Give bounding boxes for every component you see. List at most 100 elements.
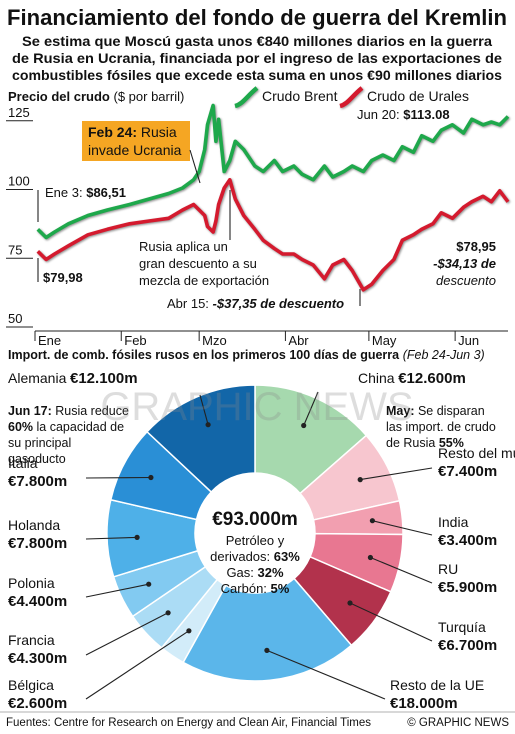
category-label: Bélgica xyxy=(8,677,54,693)
annotation: Ene 3: $86,51 xyxy=(45,185,126,200)
value-label: €6.700m xyxy=(438,637,497,654)
category-label: Polonia xyxy=(8,575,55,591)
pie-segment xyxy=(145,384,256,494)
leader-line xyxy=(85,536,138,540)
leader-line xyxy=(370,556,433,584)
annotation: las import. de crudo xyxy=(386,420,496,434)
leader-line xyxy=(85,476,151,479)
pie-total: €93.000m xyxy=(212,509,298,530)
annotation-box xyxy=(82,121,190,161)
leader xyxy=(189,149,201,184)
value-label: €12.100m xyxy=(70,370,138,387)
leader-dot xyxy=(146,581,152,587)
leader-dot xyxy=(367,554,373,561)
annotation: 60% xyxy=(8,420,33,434)
pie-center-label: derivados: xyxy=(210,549,270,564)
legend-swatch xyxy=(234,86,259,109)
y-tick-label: 75 xyxy=(8,242,22,257)
leader-line xyxy=(303,391,319,426)
annotation: Jun 20: xyxy=(357,107,400,122)
x-tick-label: Abr xyxy=(288,333,309,348)
pie-center-label: 32% xyxy=(258,565,284,580)
series-line xyxy=(36,103,510,240)
value-label: €18.000m xyxy=(390,695,458,712)
annotation: Ene 3: xyxy=(45,185,83,200)
unit: ($ por barril) xyxy=(114,89,185,104)
annotation: -$37,35 de descuento xyxy=(213,296,345,311)
chart-title: Precio del crudo xyxy=(8,89,110,104)
annotation: May: xyxy=(386,404,414,418)
pie-segment xyxy=(254,384,368,495)
subtitle: de Rusia en Ucrania, financiada por el i… xyxy=(12,50,502,66)
x-tick-label: Ene xyxy=(38,333,61,348)
value-label: €4.400m xyxy=(8,593,67,610)
annotation: descuento xyxy=(436,273,496,288)
annotation: Rusia aplica un xyxy=(139,239,228,254)
annotation: Feb 24: xyxy=(88,124,137,140)
pie-center-label: Gas: xyxy=(226,565,253,580)
watermark: GRAPHIC NEWS xyxy=(100,385,413,429)
leader-dot xyxy=(205,422,211,428)
annotation: de Rusia 55% xyxy=(386,436,464,450)
title: Financiamiento del fondo de guerra del K… xyxy=(7,5,507,30)
annotations: Jun 17: Rusia reduce 60% la capacidad de… xyxy=(8,404,496,466)
pie-center-label: Petróleo y xyxy=(226,533,285,548)
legend-label: Crudo de Urales xyxy=(367,88,469,104)
line-chart: Precio del crudo ($ por barril) 50 75 100 1… xyxy=(6,86,510,348)
annotation: Rusia reduce xyxy=(55,404,129,418)
category-label: Holanda xyxy=(8,517,60,533)
category-label: Resto de la UE xyxy=(390,677,484,693)
subtitle: Se estima que Moscú gasta unos €840 mill… xyxy=(22,33,492,49)
leader-dot xyxy=(148,474,154,481)
pie-chart: China €12.600m Resto del mundo €7.400m Indi… xyxy=(8,370,515,712)
annotation: Rusia xyxy=(141,124,177,140)
leader-line xyxy=(85,630,190,700)
category-label: RU xyxy=(438,561,458,577)
pie-segment xyxy=(182,577,353,682)
y-tick-label: 100 xyxy=(8,174,30,189)
annotation: su principal xyxy=(8,436,71,450)
chart-title: Precio del crudo ($ por barril) xyxy=(8,89,184,104)
pie-center-label: Petróleo y xyxy=(226,533,285,548)
leader-dot xyxy=(357,477,363,483)
leader-line xyxy=(85,612,169,656)
category-label: Italia xyxy=(8,455,38,471)
series-line xyxy=(36,178,510,292)
value-label: €7.400m xyxy=(438,463,497,480)
subtitle: combustibles fósiles que excede esta sum… xyxy=(12,67,502,83)
category-label: Francia xyxy=(8,632,55,648)
annotation: gran descuento a su xyxy=(139,256,257,271)
annotation: Abr 15: -$37,35 de descuento xyxy=(167,296,344,311)
pie-center-label: Gas: 32% xyxy=(226,565,284,580)
leader-line xyxy=(266,649,386,700)
x-tick-label: Mzo xyxy=(202,333,227,348)
leader-line xyxy=(372,520,433,536)
source: Fuentes: Centre for Research on Energy a… xyxy=(6,717,371,729)
value-label: €4.300m xyxy=(8,650,67,667)
legend-swatch xyxy=(339,86,364,109)
chart-title: Import. de comb. fósiles rusos en los pr… xyxy=(8,347,485,362)
leader-line xyxy=(199,394,209,425)
x-tick-label: May xyxy=(372,333,397,348)
y-tick-label: 125 xyxy=(8,105,30,120)
credit: © GRAPHIC NEWS xyxy=(407,717,509,729)
pie-center-label: derivados: 63% xyxy=(210,549,300,564)
chart-subtitle: (Feb 24-Jun 3) xyxy=(403,348,485,362)
value-label: €12.600m xyxy=(398,370,466,387)
pie-center-label: Carbón: xyxy=(221,581,267,596)
pie-center-label: Carbón: 5% xyxy=(221,581,290,596)
leader-line xyxy=(360,467,433,481)
annotation: Jun 17: Rusia reduce xyxy=(8,404,129,418)
annotation: 55% xyxy=(439,436,464,450)
annotation: $79,98 xyxy=(43,270,83,285)
value-label: €5.900m xyxy=(438,579,497,596)
category-label: Turquía xyxy=(438,619,486,635)
annotation: May: Se disparan xyxy=(386,404,485,418)
annotation: mezcla de exportación xyxy=(139,273,269,288)
pie-label: Alemania €12.100m xyxy=(8,370,138,387)
value-label: €2.600m xyxy=(8,695,67,712)
annotation: 60% la capacidad de xyxy=(8,420,124,434)
leader-dot xyxy=(301,422,307,429)
category-label: Resto del mundo xyxy=(438,445,515,461)
chart-title: Import. de comb. fósiles rusos en los pr… xyxy=(8,348,400,362)
